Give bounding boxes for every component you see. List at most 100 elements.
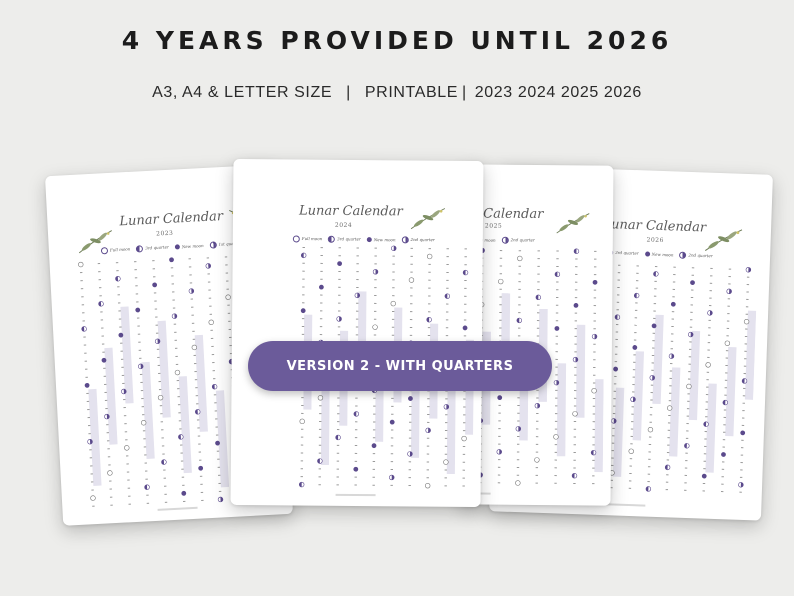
day-mark — [690, 319, 693, 321]
day-mark — [336, 452, 340, 454]
day-mark — [535, 436, 539, 438]
day-mark — [426, 461, 430, 463]
day-mark — [336, 484, 339, 486]
day-mark — [446, 279, 449, 281]
day-mark — [101, 335, 104, 337]
subheadline: A3, A4 & LETTER SIZE | PRINTABLE | 2023 2024… — [0, 84, 794, 102]
day-mark — [318, 484, 321, 486]
full-moon-mark — [372, 324, 378, 330]
day-mark — [391, 326, 395, 328]
day-mark — [705, 416, 708, 418]
legend-item: New moon — [644, 251, 674, 258]
day-mark — [157, 356, 160, 358]
full-moon-mark — [628, 448, 634, 454]
day-mark — [617, 279, 620, 281]
day-mark — [518, 250, 522, 252]
day-mark — [592, 444, 595, 446]
day-mark — [705, 393, 709, 396]
day-mark — [177, 396, 180, 398]
day-mark — [410, 247, 413, 249]
day-mark — [721, 483, 724, 485]
day-mark — [228, 320, 231, 322]
day-mark — [634, 324, 637, 326]
day-mark — [612, 435, 615, 437]
day-mark — [161, 437, 164, 439]
day-mark — [354, 460, 358, 462]
day-mark — [109, 496, 113, 498]
day-mark — [647, 473, 651, 475]
day-mark — [208, 297, 212, 299]
day-mark — [189, 274, 192, 276]
day-mark — [427, 335, 431, 337]
day-mark — [355, 334, 359, 336]
day-mark — [685, 460, 688, 462]
day-mark — [355, 318, 359, 320]
day-mark — [462, 477, 465, 479]
new-moon-mark — [690, 280, 695, 286]
day-mark — [193, 354, 196, 357]
day-mark — [654, 288, 657, 290]
day-mark — [710, 267, 713, 270]
day-mark — [555, 296, 559, 299]
day-mark — [210, 337, 214, 339]
new-moon-mark — [198, 465, 204, 471]
full-moon-mark — [705, 362, 711, 368]
day-mark — [320, 247, 323, 249]
week-band — [725, 347, 737, 437]
new-moon-mark — [300, 308, 306, 314]
day-mark — [320, 262, 323, 264]
day-mark — [152, 260, 155, 262]
day-mark — [648, 458, 651, 460]
day-mark — [301, 318, 305, 320]
day-mark — [518, 273, 521, 275]
day-mark — [574, 289, 578, 291]
day-mark — [139, 373, 143, 375]
day-mark — [409, 311, 413, 313]
day-mark — [190, 298, 194, 300]
day-mark — [704, 438, 707, 440]
day-mark — [686, 408, 690, 410]
day-mark — [81, 296, 84, 298]
day-mark — [628, 480, 632, 482]
day-mark — [337, 334, 341, 336]
day-mark — [554, 413, 558, 415]
day-mark — [426, 453, 430, 455]
day-mark — [727, 305, 730, 307]
day-mark — [355, 397, 358, 399]
day-mark — [87, 408, 90, 411]
quarter-moon-mark — [554, 271, 561, 277]
quarter-moon-mark — [462, 269, 469, 276]
day-mark — [192, 338, 196, 340]
day-mark — [390, 461, 394, 463]
day-mark — [127, 479, 130, 481]
calendar-sheet-2024: Lunar Calendar 2024 Full moon 3rd quarte… — [230, 158, 484, 508]
separator: | — [346, 84, 351, 101]
day-mark — [301, 405, 304, 407]
quarter-moon-mark — [335, 434, 341, 441]
full-moon-icon — [292, 235, 300, 243]
day-mark — [108, 464, 111, 466]
day-mark — [356, 302, 359, 304]
full-moon-mark — [408, 277, 415, 283]
day-mark — [408, 437, 412, 439]
day-mark — [573, 436, 577, 438]
day-mark — [537, 250, 540, 252]
day-mark — [684, 482, 687, 484]
day-mark — [163, 485, 167, 487]
day-mark — [574, 343, 577, 345]
day-mark — [666, 452, 670, 454]
day-mark — [338, 255, 341, 257]
day-mark — [745, 313, 749, 315]
day-mark — [672, 281, 676, 283]
day-mark — [615, 324, 619, 326]
day-mark — [573, 444, 576, 446]
week-band — [320, 370, 330, 466]
quarter-moon-mark — [188, 288, 195, 294]
day-mark — [741, 439, 744, 441]
day-mark — [744, 350, 747, 352]
day-mark — [409, 326, 413, 328]
day-mark — [217, 458, 220, 460]
new-moon-mark — [497, 395, 503, 401]
week-band — [88, 388, 102, 486]
new-moon-mark — [408, 396, 413, 401]
